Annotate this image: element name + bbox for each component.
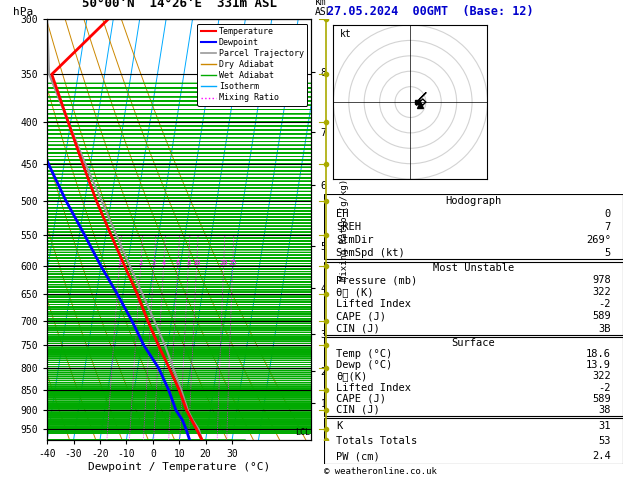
Text: 8: 8 [186,260,191,266]
FancyBboxPatch shape [324,418,623,464]
Text: Hodograph: Hodograph [445,196,501,206]
Text: Lifted Index: Lifted Index [336,299,411,309]
X-axis label: Dewpoint / Temperature (°C): Dewpoint / Temperature (°C) [88,462,270,471]
Text: © weatheronline.co.uk: © weatheronline.co.uk [324,467,437,476]
Text: -2: -2 [598,299,611,309]
FancyBboxPatch shape [324,262,623,335]
Text: 589: 589 [592,312,611,321]
Text: 5: 5 [604,248,611,258]
Text: Pressure (mb): Pressure (mb) [336,275,417,285]
Text: Temp (°C): Temp (°C) [336,349,392,359]
Text: 322: 322 [592,287,611,297]
Text: SREH: SREH [336,222,361,232]
Text: hPa: hPa [13,7,33,17]
FancyBboxPatch shape [324,194,623,259]
Text: -2: -2 [598,382,611,393]
Text: km
ASL: km ASL [314,0,332,17]
Text: 25: 25 [228,260,237,266]
Text: 3B: 3B [598,324,611,333]
Text: CIN (J): CIN (J) [336,324,380,333]
Text: 978: 978 [592,275,611,285]
Text: 589: 589 [592,394,611,404]
Text: EH: EH [336,209,348,219]
Text: 0: 0 [604,209,611,219]
Text: PW (cm): PW (cm) [336,451,380,462]
Text: 18.6: 18.6 [586,349,611,359]
Text: 31: 31 [598,421,611,431]
Text: Surface: Surface [452,338,495,348]
Text: 3: 3 [152,260,156,266]
Text: 20: 20 [220,260,228,266]
Text: Mixing Ratio (g/kg): Mixing Ratio (g/kg) [340,178,348,281]
Text: 2: 2 [138,260,143,266]
Text: θᴇ (K): θᴇ (K) [336,287,374,297]
Text: 4: 4 [162,260,165,266]
Text: θᴇ(K): θᴇ(K) [336,371,367,382]
Text: StmDir: StmDir [336,235,374,245]
Text: 38: 38 [598,405,611,415]
Text: 7: 7 [604,222,611,232]
Text: 53: 53 [598,436,611,446]
Text: CIN (J): CIN (J) [336,405,380,415]
Text: Totals Totals: Totals Totals [336,436,417,446]
Text: Most Unstable: Most Unstable [433,263,514,273]
Text: 322: 322 [592,371,611,382]
Text: LCL: LCL [296,428,311,436]
Text: 50°00'N  14°26'E  331m ASL: 50°00'N 14°26'E 331m ASL [82,0,277,10]
FancyBboxPatch shape [324,337,623,416]
Text: 269°: 269° [586,235,611,245]
Text: StmSpd (kt): StmSpd (kt) [336,248,404,258]
Text: 27.05.2024  00GMT  (Base: 12): 27.05.2024 00GMT (Base: 12) [327,5,533,18]
Text: CAPE (J): CAPE (J) [336,394,386,404]
Text: Lifted Index: Lifted Index [336,382,411,393]
Text: kt: kt [340,29,351,39]
Text: 10: 10 [192,260,201,266]
Text: CAPE (J): CAPE (J) [336,312,386,321]
Text: 1: 1 [117,260,121,266]
Text: Dewp (°C): Dewp (°C) [336,360,392,370]
Text: 2.4: 2.4 [592,451,611,462]
Text: K: K [336,421,342,431]
Legend: Temperature, Dewpoint, Parcel Trajectory, Dry Adiabat, Wet Adiabat, Isotherm, Mi: Temperature, Dewpoint, Parcel Trajectory… [197,24,307,106]
Text: 6: 6 [175,260,180,266]
Text: 13.9: 13.9 [586,360,611,370]
